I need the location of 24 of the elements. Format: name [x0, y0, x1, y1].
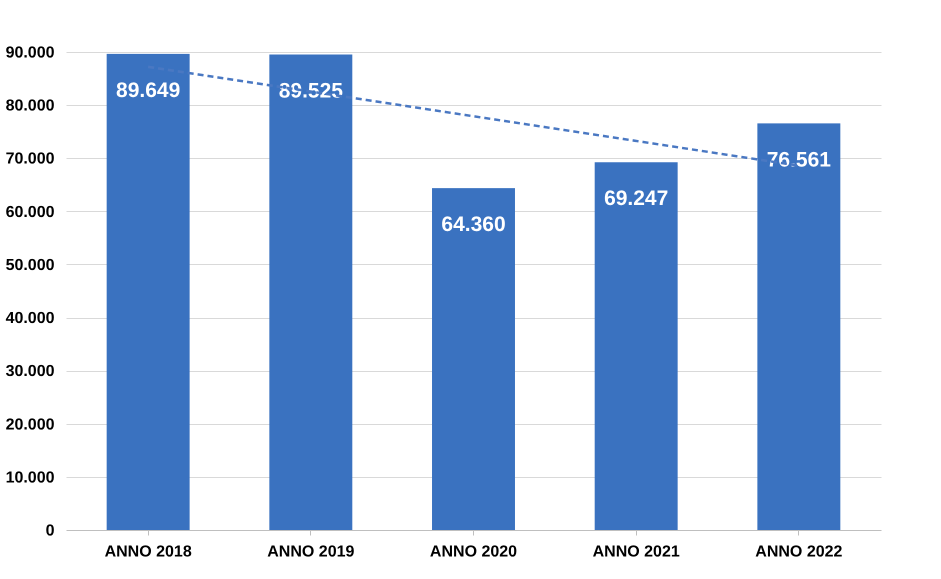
data-label: 89.649	[116, 78, 180, 102]
data-label: 69.247	[604, 187, 668, 210]
bar	[757, 123, 840, 530]
bar	[594, 162, 678, 530]
data-label: 76.561	[766, 148, 832, 172]
data-label: 64.360	[441, 213, 506, 236]
x-tick-label: ANNO 2020	[430, 544, 518, 560]
y-tick-label: 90.000	[6, 44, 55, 62]
y-tick-label: 10.000	[6, 469, 55, 486]
y-tick-label: 20.000	[6, 416, 55, 434]
x-tick-label: ANNO 2019	[267, 544, 354, 560]
x-tick-label: ANNO 2022	[755, 544, 843, 560]
y-tick-label: 70.000	[6, 150, 55, 168]
bar	[106, 54, 190, 530]
y-tick-label: 40.000	[6, 310, 55, 328]
y-tick-label: 30.000	[6, 363, 55, 380]
y-tick-label: 80.000	[6, 98, 55, 115]
x-tick-label: ANNO 2018	[104, 544, 192, 560]
y-tick-label: 50.000	[6, 256, 55, 274]
y-tick-label: 0	[46, 522, 55, 540]
bar	[432, 188, 515, 530]
x-tick-label: ANNO 2021	[592, 544, 680, 560]
bar	[269, 54, 352, 530]
y-tick-label: 60.000	[6, 204, 55, 221]
